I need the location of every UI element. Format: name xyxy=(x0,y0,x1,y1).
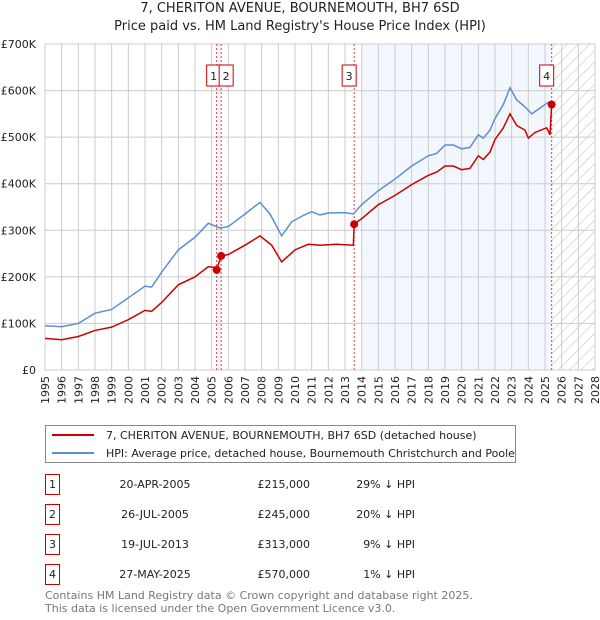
x-tick-label: 2018 xyxy=(422,376,435,404)
x-tick-label: 1998 xyxy=(89,376,102,404)
shade-hpi-period xyxy=(361,44,552,370)
sale-row: 4 27-MAY-2025 £570,000 1% ↓ HPI xyxy=(45,564,545,585)
sale-hpi-diff: 9% ↓ HPI xyxy=(363,538,415,551)
x-tick-label: 2010 xyxy=(289,376,302,404)
sale-price: £215,000 xyxy=(257,478,311,491)
sale-number: 4 xyxy=(45,564,60,585)
x-tick-label: 2003 xyxy=(172,376,185,404)
y-tick-label: £400K xyxy=(1,178,37,191)
x-tick-label: 2008 xyxy=(256,376,269,404)
footer-line: This data is licensed under the Open Gov… xyxy=(45,602,396,615)
sale-date: 19-JUL-2013 xyxy=(121,538,189,551)
x-tick-label: 2006 xyxy=(222,376,235,404)
forecast-hatch xyxy=(551,44,595,370)
x-tick-label: 2009 xyxy=(272,376,285,404)
shade-sale-1-2 xyxy=(216,44,222,370)
x-tick-label: 2019 xyxy=(439,376,452,404)
sale-hpi-diff: 1% ↓ HPI xyxy=(363,568,415,581)
x-tick-label: 1997 xyxy=(72,376,85,404)
hpi-line xyxy=(44,86,553,328)
y-tick-label: £200K xyxy=(1,271,37,284)
x-tick-label: 2000 xyxy=(122,376,135,404)
sale-label-box xyxy=(218,64,234,87)
x-tick-label: 2026 xyxy=(556,376,569,404)
chart-title: 7, CHERITON AVENUE, BOURNEMOUTH, BH7 6SD… xyxy=(0,0,600,36)
sale-price: £245,000 xyxy=(257,508,311,521)
x-tick-label: 2012 xyxy=(322,376,335,404)
y-tick-label: £600K xyxy=(1,85,37,98)
x-tick-label: 2017 xyxy=(406,376,419,404)
legend-swatch-blue xyxy=(52,452,94,454)
x-tick-label: 2027 xyxy=(572,376,585,404)
legend-item-hpi: HPI: Average price, detached house, Bour… xyxy=(52,444,515,462)
title-line: 7, CHERITON AVENUE, BOURNEMOUTH, BH7 6SD xyxy=(140,1,460,16)
x-tick-label: 2013 xyxy=(339,376,352,404)
sale-label: 2 xyxy=(223,70,230,83)
x-tick-label: 2021 xyxy=(472,376,485,404)
sale-point xyxy=(547,100,556,109)
footer: Contains HM Land Registry data © Crown c… xyxy=(45,589,473,615)
x-tick-label: 2023 xyxy=(506,376,519,404)
sale-number: 2 xyxy=(45,504,60,525)
x-tick-label: 2004 xyxy=(189,376,202,404)
x-tick-label: 2014 xyxy=(356,376,369,404)
sale-label-box xyxy=(539,64,555,87)
price-chart: 1995 1996 1997 1998 1999 2000 2001 2002 2003 2004… xyxy=(1,38,600,404)
sale-row: 1 20-APR-2005 £215,000 29% ↓ HPI xyxy=(45,474,545,495)
sale-row: 2 26-JUL-2005 £245,000 20% ↓ HPI xyxy=(45,504,545,525)
x-tick-label: 1999 xyxy=(106,376,119,404)
x-tick-label: 2015 xyxy=(372,376,385,404)
x-tick-label: 2005 xyxy=(206,376,219,404)
sale-date: 27-MAY-2025 xyxy=(119,568,191,581)
x-tick-label: 2024 xyxy=(522,376,535,404)
y-tick-label: £500K xyxy=(1,131,37,144)
y-tick-label: £700K xyxy=(1,38,37,51)
x-tick-label: 1996 xyxy=(56,376,69,404)
x-tick-label: 2020 xyxy=(456,376,469,404)
sale-number: 1 xyxy=(45,474,60,495)
sale-date: 20-APR-2005 xyxy=(119,478,191,491)
sale-date: 26-JUL-2005 xyxy=(121,508,189,521)
sale-label: 1 xyxy=(210,70,217,83)
y-tick-label: £0 xyxy=(22,364,36,377)
x-tick-label: 2028 xyxy=(589,376,600,404)
footer-line: Contains HM Land Registry data © Crown c… xyxy=(45,589,473,602)
x-tick-label: 2022 xyxy=(489,376,502,404)
y-tick-label: £300K xyxy=(1,224,37,237)
x-tick-label: 2025 xyxy=(539,376,552,404)
sale-row: 3 19-JUL-2013 £313,000 9% ↓ HPI xyxy=(45,534,545,555)
sale-hpi-diff: 20% ↓ HPI xyxy=(356,508,415,521)
sale-hpi-diff: 29% ↓ HPI xyxy=(356,478,415,491)
x-tick-label: 2011 xyxy=(306,376,319,404)
y-tick-label: £100K xyxy=(1,317,37,330)
x-tick-label: 2002 xyxy=(156,376,169,404)
x-tick-label: 2016 xyxy=(389,376,402,404)
subtitle-line: Price paid vs. HM Land Registry's House … xyxy=(114,19,486,34)
plot-frame xyxy=(44,43,596,371)
legend-label: 7, CHERITON AVENUE, BOURNEMOUTH, BH7 6SD… xyxy=(106,428,477,442)
sale-point xyxy=(350,220,359,229)
legend-item-property: 7, CHERITON AVENUE, BOURNEMOUTH, BH7 6SD… xyxy=(52,426,515,444)
sale-label: 3 xyxy=(346,70,353,83)
legend-swatch-red xyxy=(52,434,94,436)
sale-point xyxy=(217,251,226,260)
legend-label: HPI: Average price, detached house, Bour… xyxy=(106,446,515,460)
sale-label-box xyxy=(341,64,357,87)
sale-price: £313,000 xyxy=(257,538,311,551)
sale-point xyxy=(212,265,221,274)
x-tick-label: 2001 xyxy=(139,376,152,404)
x-tick-label: 2007 xyxy=(239,376,252,404)
sale-number: 3 xyxy=(45,534,60,555)
sale-label: 4 xyxy=(543,70,550,83)
x-tick-label: 1995 xyxy=(39,376,52,404)
sale-price: £570,000 xyxy=(257,568,311,581)
price-paid-line xyxy=(44,104,553,341)
legend: 7, CHERITON AVENUE, BOURNEMOUTH, BH7 6SD… xyxy=(45,425,516,463)
